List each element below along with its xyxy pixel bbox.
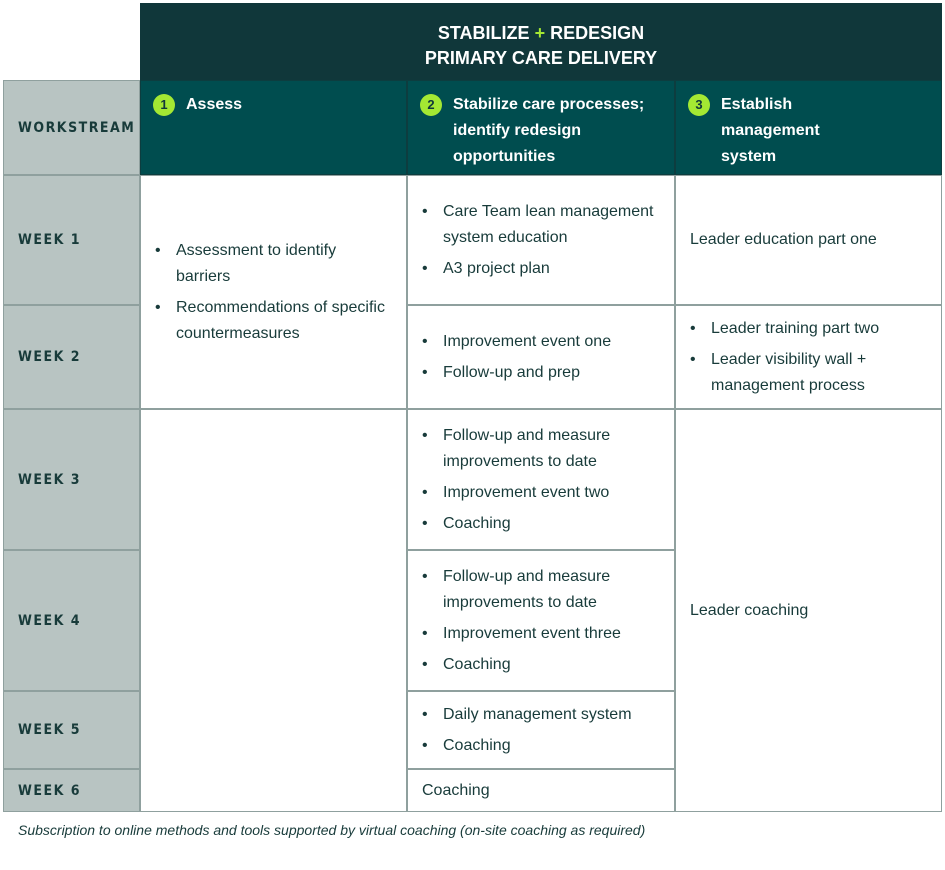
- stabilize-week5: Daily management system Coaching: [407, 691, 675, 769]
- week-label: WEEK 2: [3, 305, 140, 409]
- workstream-label: WORKSTREAM: [3, 80, 140, 175]
- week-label: WEEK 5: [3, 691, 140, 769]
- week-label: WEEK 6: [3, 769, 140, 812]
- list-item: Follow-up and prep: [422, 360, 660, 386]
- list-item: Improvement event one: [422, 329, 660, 355]
- cell-text: Leader education part one: [690, 231, 877, 248]
- cell-text: Leader coaching: [690, 601, 809, 619]
- list-item: Recommendations of specific countermeasu…: [155, 295, 392, 347]
- column-label: Stabilize care processes; identify redes…: [453, 96, 645, 165]
- list-item: Coaching: [422, 652, 660, 678]
- stabilize-week4: Follow-up and measure improvements to da…: [407, 550, 675, 691]
- title-text: PRIMARY CARE DELIVERY: [424, 48, 658, 68]
- week-label: WEEK 4: [3, 550, 140, 691]
- stabilize-week1: Care Team lean management system educati…: [407, 175, 675, 305]
- column-header-assess: 1 Assess: [140, 80, 407, 175]
- list-item: Follow-up and measure improvements to da…: [422, 564, 660, 616]
- week-label: WEEK 3: [3, 409, 140, 550]
- column-header-stabilize: 2 Stabilize care processes; identify rede…: [407, 80, 675, 175]
- cell-text: Coaching: [422, 781, 490, 799]
- plus-sign: +: [534, 23, 546, 43]
- list-item: A3 project plan: [422, 256, 660, 282]
- title-text: STABILIZE: [437, 23, 530, 43]
- list-item: Improvement event three: [422, 621, 660, 647]
- column-label: Establish management system: [721, 96, 820, 165]
- assess-cell: Assessment to identify barriersRecommend…: [140, 175, 407, 409]
- list-item: Coaching: [422, 733, 660, 759]
- list-item: Follow-up and measure improvements to da…: [422, 423, 660, 475]
- list-item: Leader training part two: [690, 316, 927, 342]
- step-number-badge: 2: [420, 94, 442, 116]
- list-item: Assessment to identify barriers: [155, 238, 392, 290]
- list-item: Improvement event two: [422, 480, 660, 506]
- caption: Subscription to online methods and tools…: [18, 822, 646, 838]
- step-number-badge: 3: [688, 94, 710, 116]
- step-number-badge: 1: [153, 94, 175, 116]
- management-week1: Leader education part one: [675, 175, 942, 305]
- column-label: Assess: [186, 96, 243, 113]
- list-item: Leader visibility wall + management proc…: [690, 347, 927, 399]
- column-header-management: 3 Establish management system: [675, 80, 942, 175]
- management-week2: Leader training part two Leader visibilit…: [675, 305, 942, 409]
- list-item: Care Team lean management system educati…: [422, 199, 660, 251]
- list-item: Daily management system: [422, 702, 660, 728]
- table-title: STABILIZE + REDESIGN PRIMARY CARE DELIVE…: [140, 3, 942, 80]
- empty-cell: [140, 409, 407, 812]
- stabilize-week6: Coaching: [407, 769, 675, 812]
- stabilize-week3: Follow-up and measure improvements to da…: [407, 409, 675, 550]
- list-item: Coaching: [422, 511, 660, 537]
- stabilize-week2: Improvement event one Follow-up and prep: [407, 305, 675, 409]
- week-label: WEEK 1: [3, 175, 140, 305]
- management-week3-6: Leader coaching: [675, 409, 942, 812]
- title-text: REDESIGN: [550, 23, 645, 43]
